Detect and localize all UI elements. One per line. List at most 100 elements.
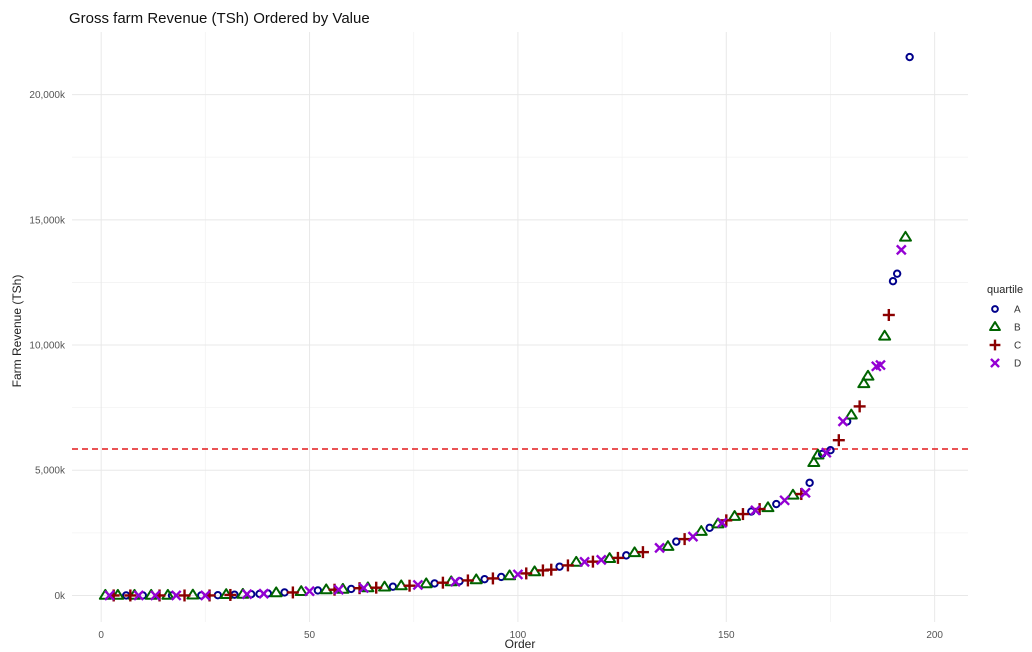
data-point-c [611,551,624,564]
data-points [98,52,914,602]
data-point-b [378,580,392,592]
data-point-a [672,537,681,546]
data-point-b [269,586,283,598]
legend-key-a [991,305,999,313]
x-tick-label: 0 [98,630,104,641]
data-point-d [333,584,345,596]
legend-key-d [990,358,1000,368]
data-point-d [358,582,370,594]
data-point-b [807,456,821,468]
data-point-c [124,589,137,602]
data-point-a [888,276,898,286]
data-point-b [844,408,858,420]
data-point-d [104,590,115,601]
data-point-d [150,590,161,601]
y-tick-label: 0k [54,591,66,602]
data-point-d [512,569,524,580]
data-point-d [654,542,665,554]
data-point-a [805,478,814,487]
data-point-d [579,556,590,568]
data-point-a [313,586,323,595]
data-point-c [586,555,599,568]
data-point-c [224,588,237,601]
legend-label-b: B [1014,323,1021,334]
data-point-b [694,525,708,536]
data-point-c [561,559,574,572]
data-point-b [219,588,233,600]
data-point-d [595,554,607,566]
data-point-c [882,308,895,321]
major-gridlines [72,32,968,622]
data-point-d [779,494,790,506]
data-point-b [294,585,308,596]
data-point-c [436,576,449,589]
data-point-c [636,546,649,559]
data-point-d [450,576,461,588]
data-point-d [304,585,315,597]
y-tick-label: 5,000k [35,466,66,477]
data-point-c [178,589,191,602]
data-point-c [486,572,499,585]
data-point-b [661,540,675,551]
data-point-d [750,504,761,516]
legend-title: quartile [987,284,1023,296]
data-point-d [895,244,907,256]
data-point-d [687,531,699,542]
y-tick-label: 20,000k [29,90,66,101]
legend-label-d: D [1014,359,1021,370]
data-point-d [241,588,253,600]
data-point-d [133,590,145,601]
data-point-c [370,581,383,594]
data-point-a [772,499,781,509]
y-tick-label: 10,000k [29,341,66,352]
x-axis-label: Order [505,637,536,651]
x-tick-label: 150 [718,630,735,641]
data-point-b [898,230,912,242]
x-tick-label: 100 [510,630,527,641]
data-point-b [878,329,892,341]
data-point-a [347,584,356,594]
data-point-a [388,582,398,591]
legend-key-b [989,321,1001,331]
legend-key-c [989,339,1001,351]
data-point-b [419,577,433,589]
data-point-a [892,269,902,278]
data-point-b [761,501,775,513]
data-point-d [200,590,211,601]
data-point-a [430,579,439,588]
data-point-d [412,579,424,591]
data-point-b [569,555,583,567]
legend-label-c: C [1014,341,1021,352]
data-point-c [678,533,691,546]
data-point-d [875,359,886,371]
data-point-d [258,588,270,600]
y-axis-ticks: 0k 5,000k 10,000k 15,000k 20,000k [29,90,66,602]
data-point-a [905,52,914,62]
x-axis-ticks: 0 50 100 150 200 [98,630,943,641]
data-point-a [280,588,289,597]
data-point-c [736,508,749,521]
data-point-a [555,562,564,571]
data-point-b [811,448,825,460]
data-point-c [461,574,474,587]
y-tick-label: 15,000k [29,215,66,226]
data-point-b [857,377,871,389]
data-point-b [728,510,742,521]
y-axis-label: Farm Revenue (TSh) [10,275,24,388]
data-point-c [832,434,845,447]
data-point-d [837,416,849,427]
data-point-d [800,487,811,499]
data-point-d [716,517,728,529]
data-point-b [186,588,200,600]
data-point-b [469,573,483,585]
minor-gridlines [72,32,968,622]
chart-title: Gross farm Revenue (TSh) Ordered by Valu… [69,10,370,27]
data-point-d [170,590,182,601]
data-point-d [820,447,832,459]
data-point-c [545,563,558,576]
data-point-b [503,569,517,581]
x-tick-label: 200 [926,630,943,641]
legend-label-a: A [1014,305,1021,316]
